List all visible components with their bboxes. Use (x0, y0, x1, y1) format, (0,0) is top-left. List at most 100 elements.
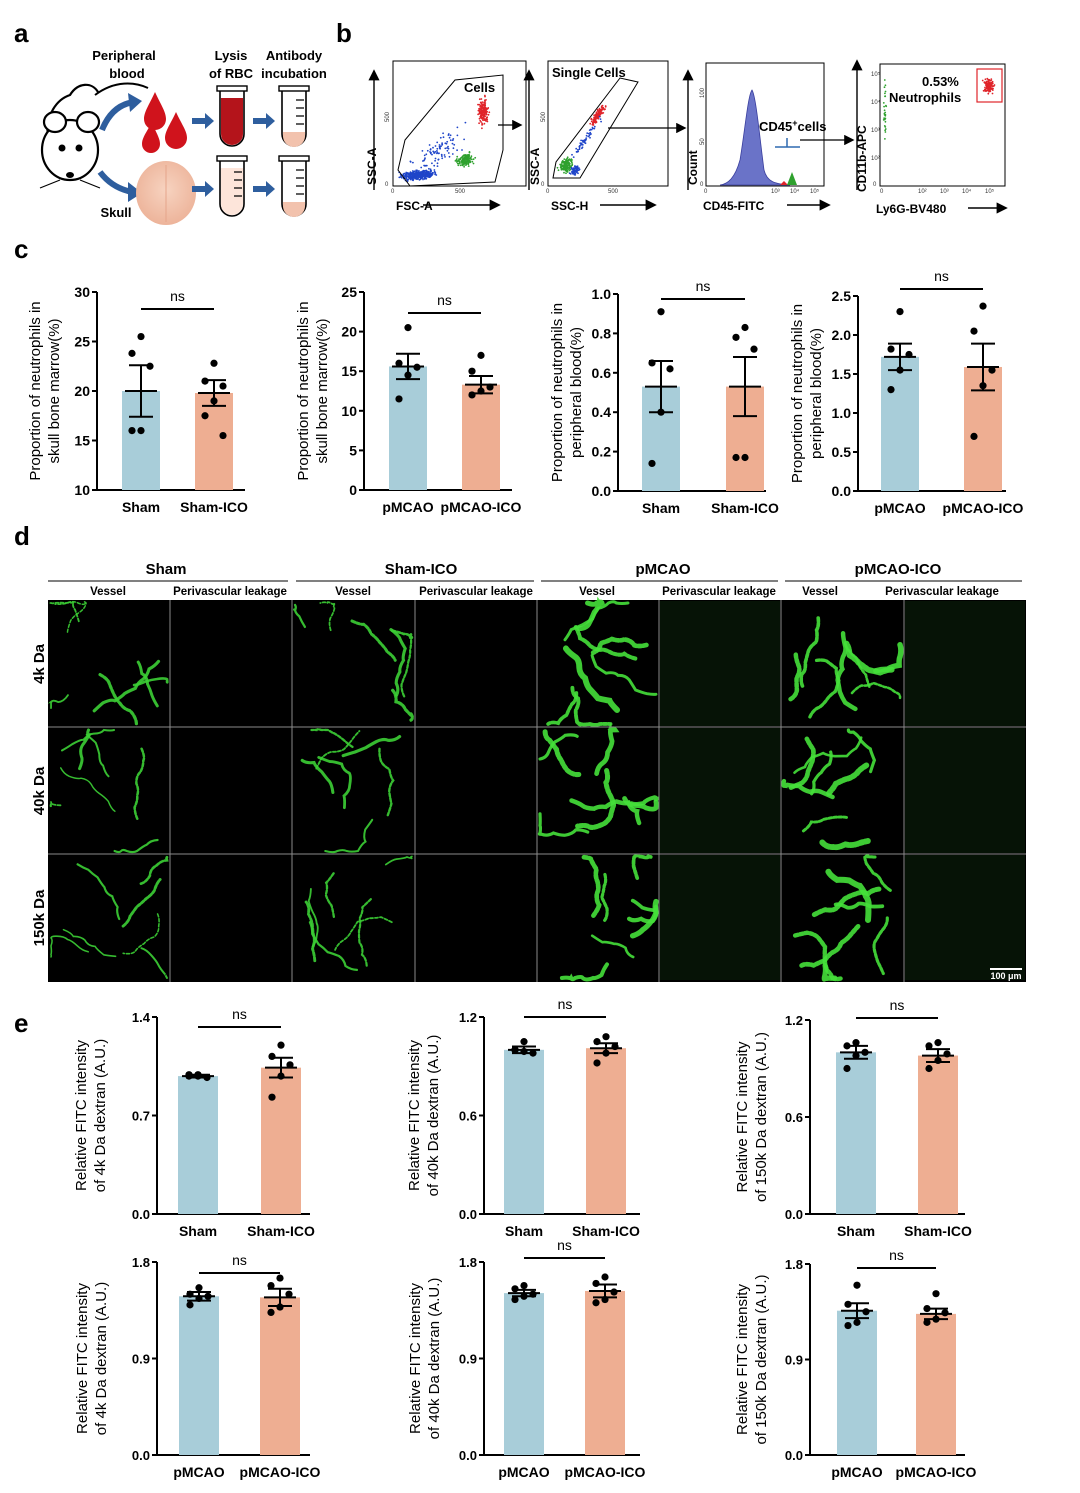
panel-c-data-point (395, 359, 403, 367)
vessel-tile (546, 596, 658, 727)
panel-e-data-point (844, 1300, 852, 1308)
flow-event-dot (589, 122, 592, 125)
flow-event-dot (577, 148, 579, 151)
flow-event-dot (598, 115, 601, 118)
panel-e-data-point (923, 1318, 931, 1326)
panel-e-data-point (195, 1284, 203, 1292)
flow-plot-1-frame (392, 60, 527, 187)
panel-e-category-label: Sham-ICO (572, 1223, 640, 1239)
flow-event-dot (479, 101, 482, 104)
panel-e-data-point (843, 1064, 851, 1073)
panel-e-data-point (925, 1042, 933, 1050)
flow-event-dot (459, 158, 462, 161)
vessel-segment (833, 901, 885, 910)
panel-c-data-point (219, 431, 227, 440)
flow-event-dot (463, 165, 465, 168)
lysis-label-2: of RBC (209, 66, 254, 81)
vessel-tile (292, 601, 414, 722)
flow-event-dot (464, 121, 467, 124)
single-cells-gate-label: Single Cells (552, 65, 626, 80)
panel-e-chart-4: 0.0 0.9 1.8 Relative FITC intensity of 40k D… (407, 1237, 646, 1480)
subcol-leakage-1: Perivascular leakage (173, 586, 287, 598)
flow3-xtick-1: 10³ (771, 189, 780, 195)
flow-event-dot (883, 109, 886, 112)
panel-e-y-tick-label: 0.0 (132, 1207, 150, 1222)
panel-e-y-label-line: of 150k Da dextran (A.U.) (753, 1274, 770, 1444)
vessel-segment (787, 652, 802, 702)
flow-event-dot (485, 117, 488, 120)
panel-c-data-point (477, 351, 485, 359)
vessel-segment (825, 868, 872, 923)
vessel-segment (384, 855, 413, 866)
panel-e-data-point (844, 1321, 852, 1330)
flow-event-dot (484, 103, 486, 106)
panel-c-y-tick-label: 10 (74, 482, 90, 498)
flow-event-dot (456, 158, 458, 160)
flow-event-dot (562, 161, 565, 164)
panel-e-data-point (611, 1042, 619, 1051)
flow-event-dot (426, 149, 429, 152)
flow-event-dot (431, 173, 434, 175)
leakage-tile (905, 855, 1025, 980)
flow-event-dot (590, 118, 593, 121)
flow-event-dot (989, 90, 992, 93)
panel-c-data-point (887, 386, 895, 394)
vessel-segment (76, 863, 121, 921)
panel-e-data-point (862, 1308, 870, 1316)
flow-event-dot (557, 169, 560, 172)
neutrophils-gate-label: Neutrophils (889, 90, 961, 105)
flow-event-dot (559, 166, 562, 169)
panel-c-y-tick-label: 0.0 (832, 483, 852, 499)
flow-event-dot (587, 135, 590, 138)
flow-event-dot (478, 122, 480, 125)
flow-event-dot (883, 105, 885, 108)
flow-event-dot (601, 106, 604, 109)
flow-event-dot (572, 167, 575, 170)
flow-event-dot (987, 81, 990, 84)
vessel-segment (631, 853, 653, 880)
neutrophils-gate (976, 68, 1003, 103)
flow-event-dot (462, 159, 464, 162)
panel-e-y-label-line: Relative FITC intensity (73, 1040, 90, 1191)
flow-event-dot (485, 120, 487, 122)
row-label-4k: 4k Da (31, 643, 48, 684)
flow-event-dot (434, 157, 437, 160)
flow-event-dot (561, 165, 563, 168)
vessel-segment (562, 645, 621, 713)
flow-event-dot (434, 159, 436, 162)
panel-e-bar-ico (916, 1313, 956, 1455)
panel-e-data-point (520, 1047, 528, 1056)
panel-c-y-tick-label: 5 (349, 442, 357, 458)
vessel-tile (304, 855, 413, 972)
flow-event-dot (479, 119, 482, 122)
neutrophils-percent-label: 0.53% (922, 74, 959, 89)
flow-event-dot (989, 82, 992, 84)
flow-event-dot (458, 162, 461, 165)
flow-event-dot (425, 153, 428, 156)
flow-event-dot (576, 165, 578, 168)
panel-e-chart-3: 0.0 0.9 1.8 Relative FITC intensity of 4k Da… (74, 1252, 321, 1480)
flow-event-dot (441, 157, 444, 160)
flow-event-dot (472, 158, 475, 161)
flow-event-dot (574, 165, 576, 168)
flow-event-dot (570, 168, 573, 170)
peripheral-blood-label-1: Peripheral (92, 48, 156, 63)
panel-c-data-point (896, 308, 904, 316)
flow-event-dot (595, 111, 598, 114)
panel-c-data-point (741, 323, 749, 332)
flow-event-dot (481, 127, 483, 130)
flow-event-dot (599, 118, 602, 120)
flow-event-dot (560, 163, 562, 166)
flow-event-dot (571, 172, 574, 175)
flow-event-dot (440, 145, 442, 148)
vessel-segment (810, 750, 833, 796)
flow-event-dot (483, 101, 486, 104)
panel-c-y-tick-label: 15 (341, 363, 357, 379)
flow-event-dot (882, 102, 885, 104)
flow-event-dot (461, 149, 463, 151)
flow-event-dot (455, 161, 458, 163)
panel-d-fitc-images: Sham Sham-ICO pMCAO pMCAO-ICO Vessel Per… (31, 561, 1026, 982)
flow-event-dot (431, 153, 433, 156)
panel-c-data-point (486, 383, 494, 391)
flow4-ytick-3: 10⁴ (871, 99, 881, 106)
